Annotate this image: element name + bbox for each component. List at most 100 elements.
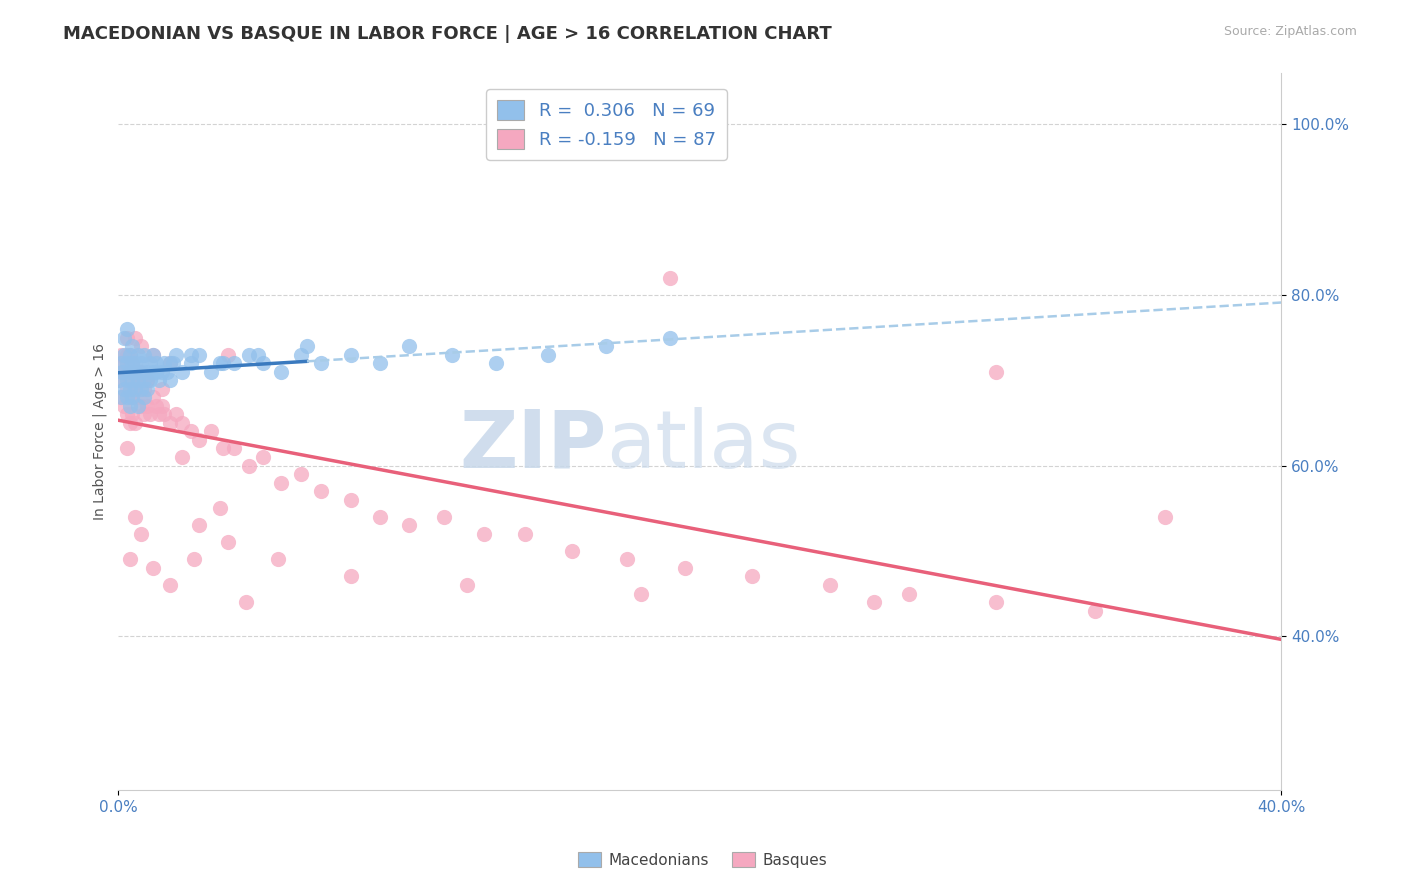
Point	[121, 390, 143, 404]
Point	[139, 356, 162, 370]
Point	[127, 373, 149, 387]
Point	[115, 348, 138, 362]
Point	[159, 578, 181, 592]
Point	[398, 339, 420, 353]
Point	[180, 356, 202, 370]
Point	[145, 365, 167, 379]
Point	[252, 356, 274, 370]
Point	[136, 373, 159, 387]
Point	[124, 382, 146, 396]
Point	[112, 356, 135, 370]
Point	[115, 330, 138, 344]
Point	[238, 348, 260, 362]
Point	[208, 356, 231, 370]
Point	[159, 416, 181, 430]
Point	[142, 561, 165, 575]
Point	[267, 552, 290, 566]
Point	[165, 408, 187, 422]
Point	[142, 348, 165, 362]
Text: ZIP: ZIP	[460, 407, 606, 484]
Point	[820, 578, 842, 592]
Point	[124, 509, 146, 524]
Point	[118, 552, 141, 566]
Point	[159, 356, 181, 370]
Point	[165, 348, 187, 362]
Point	[456, 578, 478, 592]
Point	[124, 356, 146, 370]
Point	[118, 356, 141, 370]
Point	[115, 442, 138, 456]
Point	[129, 382, 152, 396]
Point	[127, 390, 149, 404]
Point	[127, 365, 149, 379]
Point	[129, 526, 152, 541]
Point	[118, 373, 141, 387]
Point	[150, 382, 173, 396]
Point	[246, 348, 269, 362]
Point	[115, 408, 138, 422]
Point	[984, 365, 1007, 379]
Point	[132, 408, 155, 422]
Point	[311, 484, 333, 499]
Legend: Macedonians, Basques: Macedonians, Basques	[572, 846, 834, 873]
Point	[108, 373, 131, 387]
Point	[217, 535, 239, 549]
Point	[211, 356, 233, 370]
Point	[433, 509, 456, 524]
Point	[153, 408, 176, 422]
Point	[217, 348, 239, 362]
Point	[150, 365, 173, 379]
Point	[121, 365, 143, 379]
Point	[513, 526, 536, 541]
Point	[110, 348, 132, 362]
Point	[129, 365, 152, 379]
Text: MACEDONIAN VS BASQUE IN LABOR FORCE | AGE > 16 CORRELATION CHART: MACEDONIAN VS BASQUE IN LABOR FORCE | AG…	[63, 25, 832, 43]
Point	[311, 356, 333, 370]
Point	[129, 356, 152, 370]
Point	[112, 382, 135, 396]
Point	[127, 373, 149, 387]
Point	[118, 348, 141, 362]
Point	[159, 356, 181, 370]
Point	[290, 348, 312, 362]
Point	[148, 373, 170, 387]
Point	[139, 408, 162, 422]
Point	[183, 552, 205, 566]
Point	[224, 356, 246, 370]
Point	[115, 382, 138, 396]
Point	[132, 382, 155, 396]
Point	[110, 356, 132, 370]
Point	[115, 390, 138, 404]
Point	[170, 450, 193, 464]
Point	[673, 561, 696, 575]
Point	[112, 330, 135, 344]
Point	[159, 373, 181, 387]
Point	[741, 569, 763, 583]
Point	[595, 339, 617, 353]
Point	[112, 365, 135, 379]
Point	[115, 356, 138, 370]
Point	[112, 399, 135, 413]
Point	[110, 390, 132, 404]
Point	[170, 416, 193, 430]
Point	[1153, 509, 1175, 524]
Point	[118, 399, 141, 413]
Point	[115, 322, 138, 336]
Point	[136, 382, 159, 396]
Point	[180, 348, 202, 362]
Point	[129, 365, 152, 379]
Point	[472, 526, 495, 541]
Point	[211, 442, 233, 456]
Point	[659, 270, 682, 285]
Point	[121, 390, 143, 404]
Point	[142, 390, 165, 404]
Point	[142, 365, 165, 379]
Point	[132, 373, 155, 387]
Point	[124, 382, 146, 396]
Point	[368, 509, 391, 524]
Point	[180, 425, 202, 439]
Point	[136, 365, 159, 379]
Point	[153, 356, 176, 370]
Point	[118, 416, 141, 430]
Point	[162, 356, 184, 370]
